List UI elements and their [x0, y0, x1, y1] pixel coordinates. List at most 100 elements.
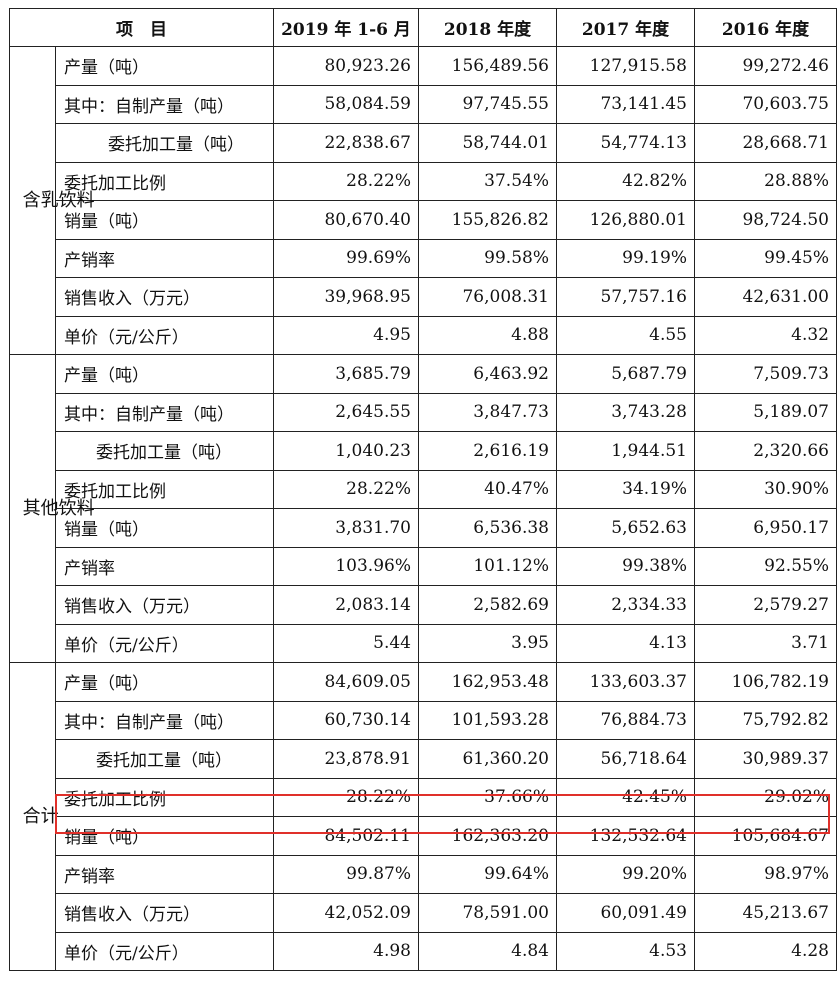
value-cell: 58,744.01 — [418, 123, 557, 163]
value-cell: 1,040.23 — [273, 431, 419, 471]
value-cell: 39,968.95 — [273, 277, 419, 317]
value-cell: 23,878.91 — [273, 739, 419, 779]
value-cell: 34.19% — [556, 469, 695, 509]
row-label: 销售收入（万元） — [55, 277, 274, 317]
value-cell: 2,582.69 — [418, 585, 557, 625]
value-cell: 28.22% — [273, 777, 419, 817]
table-row: 单价（元/公斤） 4.95 4.88 4.55 4.32 — [10, 315, 837, 355]
value-cell: 28.22% — [273, 469, 419, 509]
value-cell: 42.45% — [556, 777, 695, 817]
value-cell: 162,363.20 — [418, 816, 557, 856]
row-label: 销量（吨） — [55, 200, 274, 240]
table-row: 其中：自制产量（吨） 58,084.59 97,745.55 73,141.45 70,… — [10, 84, 837, 124]
row-label: 委托加工量（吨） — [55, 739, 274, 779]
row-label: 委托加工量（吨） — [55, 123, 274, 163]
row-label: 委托加工比例 — [55, 777, 274, 817]
table-row: 其中：自制产量（吨） 2,645.55 3,847.73 3,743.28 5,189.… — [10, 392, 837, 432]
row-label: 产销率 — [55, 238, 274, 278]
table-row: 委托加工比例 28.22% 37.66% 42.45% 29.02% — [10, 777, 837, 817]
value-cell: 42.82% — [556, 161, 695, 201]
value-cell: 99,272.46 — [694, 46, 837, 86]
value-cell: 3,743.28 — [556, 392, 695, 432]
header-item: 项 目 — [9, 8, 274, 47]
row-label: 销售收入（万元） — [55, 893, 274, 933]
value-cell: 162,953.48 — [418, 662, 557, 702]
production-sales-table: 项 目 2019 年 1-6 月 2018 年度 2017 年度 2016 年度… — [9, 8, 837, 971]
table-row: 单价（元/公斤） 4.98 4.84 4.53 4.28 — [10, 931, 837, 971]
table-row: 委托加工量（吨） 23,878.91 61,360.20 56,718.64 30,98… — [10, 739, 837, 779]
group-label: 其他饮料 — [9, 354, 95, 663]
value-cell: 42,052.09 — [273, 893, 419, 933]
value-cell: 126,880.01 — [556, 200, 695, 240]
value-cell: 61,360.20 — [418, 739, 557, 779]
value-cell: 84,502.11 — [273, 816, 419, 856]
value-cell: 4.95 — [273, 315, 419, 355]
value-cell: 1,944.51 — [556, 431, 695, 471]
value-cell: 98.97% — [694, 854, 837, 894]
value-cell: 5,189.07 — [694, 392, 837, 432]
value-cell: 5,687.79 — [556, 354, 695, 394]
value-cell: 40.47% — [418, 469, 557, 509]
value-cell: 3.95 — [418, 623, 557, 663]
row-label: 委托加工量（吨） — [55, 431, 274, 471]
row-label: 其中：自制产量（吨） — [55, 700, 274, 740]
table-row: 销售收入（万元） 42,052.09 78,591.00 60,091.49 45,21… — [10, 893, 837, 933]
value-cell: 84,609.05 — [273, 662, 419, 702]
value-cell: 3,831.70 — [273, 508, 419, 548]
value-cell: 80,923.26 — [273, 46, 419, 86]
value-cell: 99.19% — [556, 238, 695, 278]
value-cell: 30.90% — [694, 469, 837, 509]
table-row: 委托加工比例 28.22% 40.47% 34.19% 30.90% — [10, 469, 837, 509]
header-2018: 2018 年度 — [418, 8, 557, 47]
value-cell: 99.69% — [273, 238, 419, 278]
value-cell: 4.84 — [418, 931, 557, 971]
value-cell: 2,645.55 — [273, 392, 419, 432]
value-cell: 6,536.38 — [418, 508, 557, 548]
value-cell: 76,008.31 — [418, 277, 557, 317]
row-label: 产量（吨） — [55, 354, 274, 394]
value-cell: 103.96% — [273, 546, 419, 586]
value-cell: 4.32 — [694, 315, 837, 355]
value-cell: 3.71 — [694, 623, 837, 663]
value-cell: 4.98 — [273, 931, 419, 971]
table-row: 委托加工量（吨） 22,838.67 58,744.01 54,774.13 28,66… — [10, 123, 837, 163]
value-cell: 99.20% — [556, 854, 695, 894]
value-cell: 57,757.16 — [556, 277, 695, 317]
value-cell: 3,847.73 — [418, 392, 557, 432]
group-label-text: 合计 — [22, 806, 59, 827]
value-cell: 101.12% — [418, 546, 557, 586]
table-row: 委托加工量（吨） 1,040.23 2,616.19 1,944.51 2,320.66 — [10, 431, 837, 471]
row-label: 委托加工比例 — [55, 161, 274, 201]
row-label: 产销率 — [55, 854, 274, 894]
table-row: 其中：自制产量（吨） 60,730.14 101,593.28 76,884.73 75… — [10, 700, 837, 740]
group-label: 合计 — [9, 662, 59, 971]
table-row: 委托加工比例 28.22% 37.54% 42.82% 28.88% — [10, 161, 837, 201]
value-cell: 132,532.64 — [556, 816, 695, 856]
value-cell: 4.53 — [556, 931, 695, 971]
value-cell: 92.55% — [694, 546, 837, 586]
row-label: 单价（元/公斤） — [55, 623, 274, 663]
value-cell: 76,884.73 — [556, 700, 695, 740]
value-cell: 105,684.67 — [694, 816, 837, 856]
table-row: 销售收入（万元） 39,968.95 76,008.31 57,757.16 42,63… — [10, 277, 837, 317]
value-cell: 56,718.64 — [556, 739, 695, 779]
group-label: 含乳饮料 — [9, 46, 95, 355]
value-cell: 7,509.73 — [694, 354, 837, 394]
value-cell: 6,463.92 — [418, 354, 557, 394]
row-label: 其中：自制产量（吨） — [55, 84, 274, 124]
value-cell: 28,668.71 — [694, 123, 837, 163]
row-label: 其中：自制产量（吨） — [55, 392, 274, 432]
row-label: 产销率 — [55, 546, 274, 586]
table-row: 单价（元/公斤） 5.44 3.95 4.13 3.71 — [10, 623, 837, 663]
value-cell: 2,334.33 — [556, 585, 695, 625]
value-cell: 2,320.66 — [694, 431, 837, 471]
value-cell: 99.87% — [273, 854, 419, 894]
value-cell: 58,084.59 — [273, 84, 419, 124]
table-row: 销量（吨） 80,670.40 155,826.82 126,880.01 98,724… — [10, 200, 837, 240]
value-cell: 3,685.79 — [273, 354, 419, 394]
value-cell: 99.38% — [556, 546, 695, 586]
value-cell: 6,950.17 — [694, 508, 837, 548]
value-cell: 2,616.19 — [418, 431, 557, 471]
value-cell: 99.64% — [418, 854, 557, 894]
value-cell: 80,670.40 — [273, 200, 419, 240]
